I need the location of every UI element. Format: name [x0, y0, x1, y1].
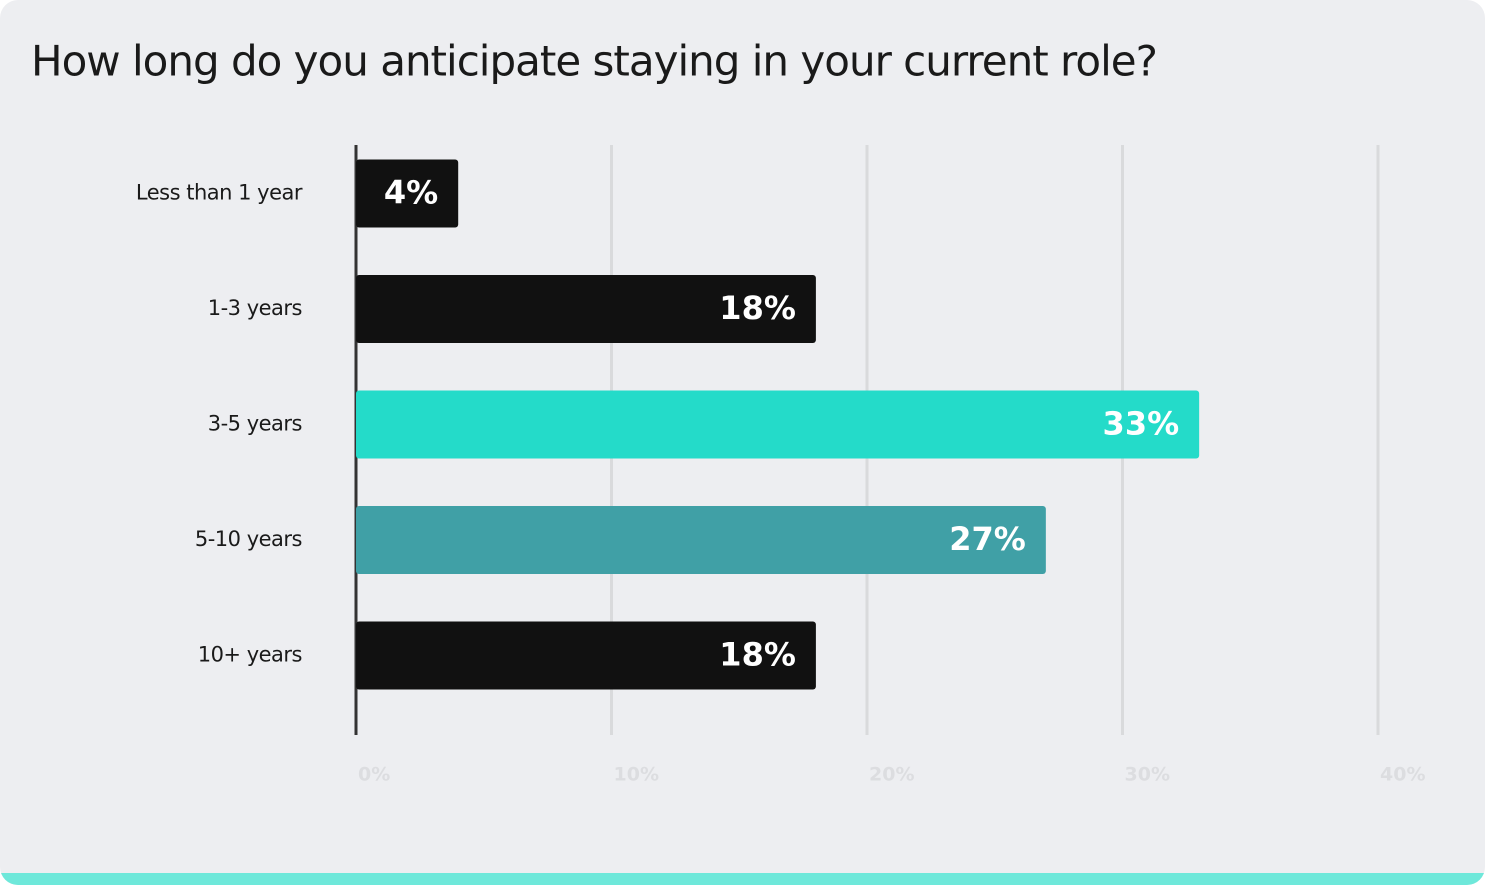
bar [356, 159, 459, 228]
bar [356, 621, 816, 690]
accent-strip [0, 873, 1485, 885]
value-label: 4% [384, 174, 438, 212]
bar [356, 506, 1046, 574]
category-label: 3-5 years [208, 412, 302, 436]
x-tick-label: 20% [869, 764, 914, 786]
bar [356, 275, 816, 343]
x-tick-label: 40% [1380, 764, 1425, 786]
category-label: Less than 1 year [136, 181, 303, 205]
x-tick-label: 10% [614, 764, 659, 786]
x-tick-label: 30% [1125, 764, 1170, 786]
value-label: 18% [719, 289, 796, 327]
bar [356, 390, 1200, 459]
category-label: 5-10 years [195, 527, 302, 551]
chart-title: How long do you anticipate staying in yo… [31, 37, 1157, 86]
category-label: 1-3 years [208, 296, 302, 320]
category-label: 10+ years [198, 643, 302, 667]
value-label: 18% [719, 636, 796, 674]
value-label: 27% [949, 520, 1026, 558]
x-tick-label: 0% [358, 764, 390, 786]
value-label: 33% [1103, 405, 1180, 443]
